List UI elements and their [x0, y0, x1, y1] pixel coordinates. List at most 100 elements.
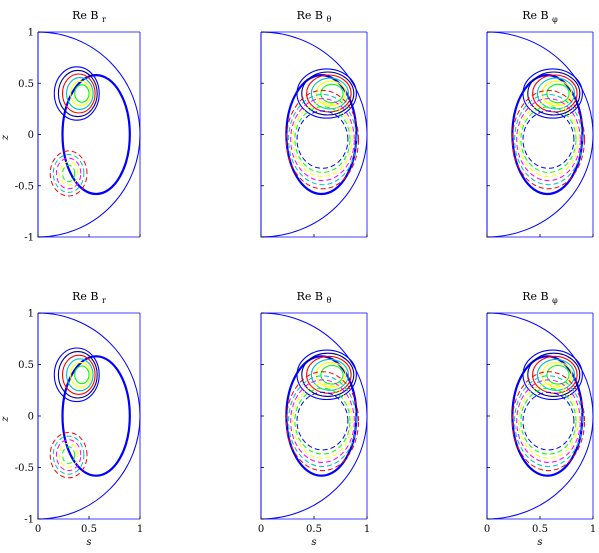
dashed-contour-1	[511, 371, 586, 472]
solid-contour-6	[546, 364, 570, 385]
solid-contour-5	[70, 80, 92, 107]
panel-4: Re B r -1 -0.5 0 0.5 1 0 0.5 1 z s	[0, 290, 143, 548]
dashed-contour-6	[522, 391, 575, 451]
solid-contour-3	[306, 355, 352, 394]
solid-contour-6	[320, 83, 344, 104]
solid-contour-5	[541, 80, 573, 107]
panel-title: Re B θ	[297, 290, 332, 305]
solid-contour-1	[296, 349, 357, 401]
dashed-contour-2	[514, 375, 583, 468]
solid-contour-6	[74, 365, 90, 385]
dashed-contour-3	[290, 379, 355, 463]
dashed-contour-5	[61, 164, 76, 183]
solid-contour-5	[541, 361, 573, 388]
y-axis-label: z	[0, 416, 11, 423]
y-tick-label: -0.5	[15, 181, 34, 192]
dashed-contour-5	[61, 446, 76, 464]
outer-boundary	[486, 31, 594, 238]
outer-boundary	[37, 312, 141, 520]
dashed-contour-5	[294, 387, 351, 455]
panel-title: Re B φ	[522, 9, 558, 24]
dashed-contour-4	[58, 161, 79, 186]
x-tick-label: 0	[258, 524, 264, 535]
inner-boundary	[61, 355, 131, 477]
y-tick-label: -1	[24, 233, 34, 244]
dashed-contour-1	[511, 89, 586, 190]
x-tick-label: 0	[35, 524, 41, 535]
solid-contour-1	[53, 66, 100, 121]
dashed-contour-2	[288, 375, 357, 468]
dashed-contour-2	[514, 93, 583, 186]
x-tick-label: 0.5	[81, 524, 97, 535]
panel-title: Re B r	[72, 290, 106, 305]
solid-contour-6	[320, 364, 344, 385]
panel-6: Re B φ 0 0.5 1 s	[484, 290, 596, 548]
solid-contour-3	[61, 354, 96, 395]
dashed-contour-5	[520, 106, 577, 173]
solid-contour-1	[296, 68, 357, 119]
solid-contour-3	[532, 74, 578, 113]
x-tick-label: 1	[137, 524, 143, 535]
y-tick-label: -0.5	[15, 463, 34, 474]
x-tick-label: 0.5	[532, 524, 548, 535]
dashed-contour-4	[292, 383, 353, 459]
outer-boundary	[37, 31, 141, 238]
dashed-contour-4	[518, 383, 579, 459]
dashed-contour-2	[288, 93, 357, 186]
solid-contour-6	[546, 83, 570, 104]
solid-contour-2	[301, 71, 355, 116]
x-tick-label: 1	[590, 524, 596, 535]
solid-contour-4	[536, 358, 576, 391]
solid-contour-2	[301, 352, 355, 397]
solid-contour-6	[74, 84, 90, 103]
dashed-contour-3	[55, 439, 82, 472]
panel-5: Re B θ 0 0.5 1 s	[258, 290, 370, 548]
dashed-contour-6	[522, 110, 575, 169]
y-tick-label: 0.5	[18, 79, 34, 90]
x-axis-label: s	[537, 537, 542, 548]
dashed-contour-1	[49, 431, 88, 479]
y-tick-label: 1	[28, 28, 34, 39]
solid-contour-3	[532, 355, 578, 394]
x-axis-label: s	[311, 537, 316, 548]
solid-contour-4	[66, 77, 94, 110]
dashed-contour-1	[285, 89, 360, 190]
solid-contour-1	[522, 68, 583, 119]
inner-boundary	[61, 73, 131, 196]
solid-contour-1	[522, 349, 583, 401]
dashed-contour-6	[296, 391, 349, 451]
solid-contour-2	[527, 71, 581, 116]
solid-contour-2	[527, 352, 581, 397]
solid-contour-5	[315, 80, 347, 107]
solid-contour-3	[61, 73, 96, 114]
outer-boundary	[486, 312, 594, 520]
solid-contour-4	[310, 358, 349, 391]
solid-contour-1	[53, 347, 100, 403]
dashed-contour-5	[520, 387, 577, 455]
panel-2: Re B θ	[260, 9, 368, 238]
dashed-contour-3	[516, 379, 581, 463]
y-tick-label: -1	[24, 515, 34, 526]
y-tick-label: 0	[28, 412, 34, 423]
dashed-contour-4	[58, 442, 79, 468]
dashed-contour-1	[285, 371, 360, 472]
dashed-contour-3	[516, 98, 581, 182]
solid-contour-3	[306, 74, 352, 113]
panel-3: Re B φ	[486, 9, 594, 238]
solid-contour-4	[66, 358, 94, 392]
panel-title: Re B φ	[522, 290, 558, 305]
x-tick-label: 0	[484, 524, 490, 535]
panel-1: Re B r -1 -0.5 0 0.5 1 z	[0, 9, 141, 244]
dashed-contour-2	[52, 435, 85, 475]
dashed-contour-3	[290, 98, 355, 182]
y-tick-label: 0.5	[18, 360, 34, 371]
dashed-contour-1	[49, 150, 88, 197]
dashed-contour-4	[292, 102, 353, 178]
dashed-contour-3	[55, 157, 82, 190]
outer-boundary	[260, 31, 368, 238]
x-tick-label: 0.5	[306, 524, 322, 535]
x-axis-label: s	[86, 537, 91, 548]
outer-boundary	[260, 312, 368, 520]
dashed-contour-4	[518, 102, 579, 178]
